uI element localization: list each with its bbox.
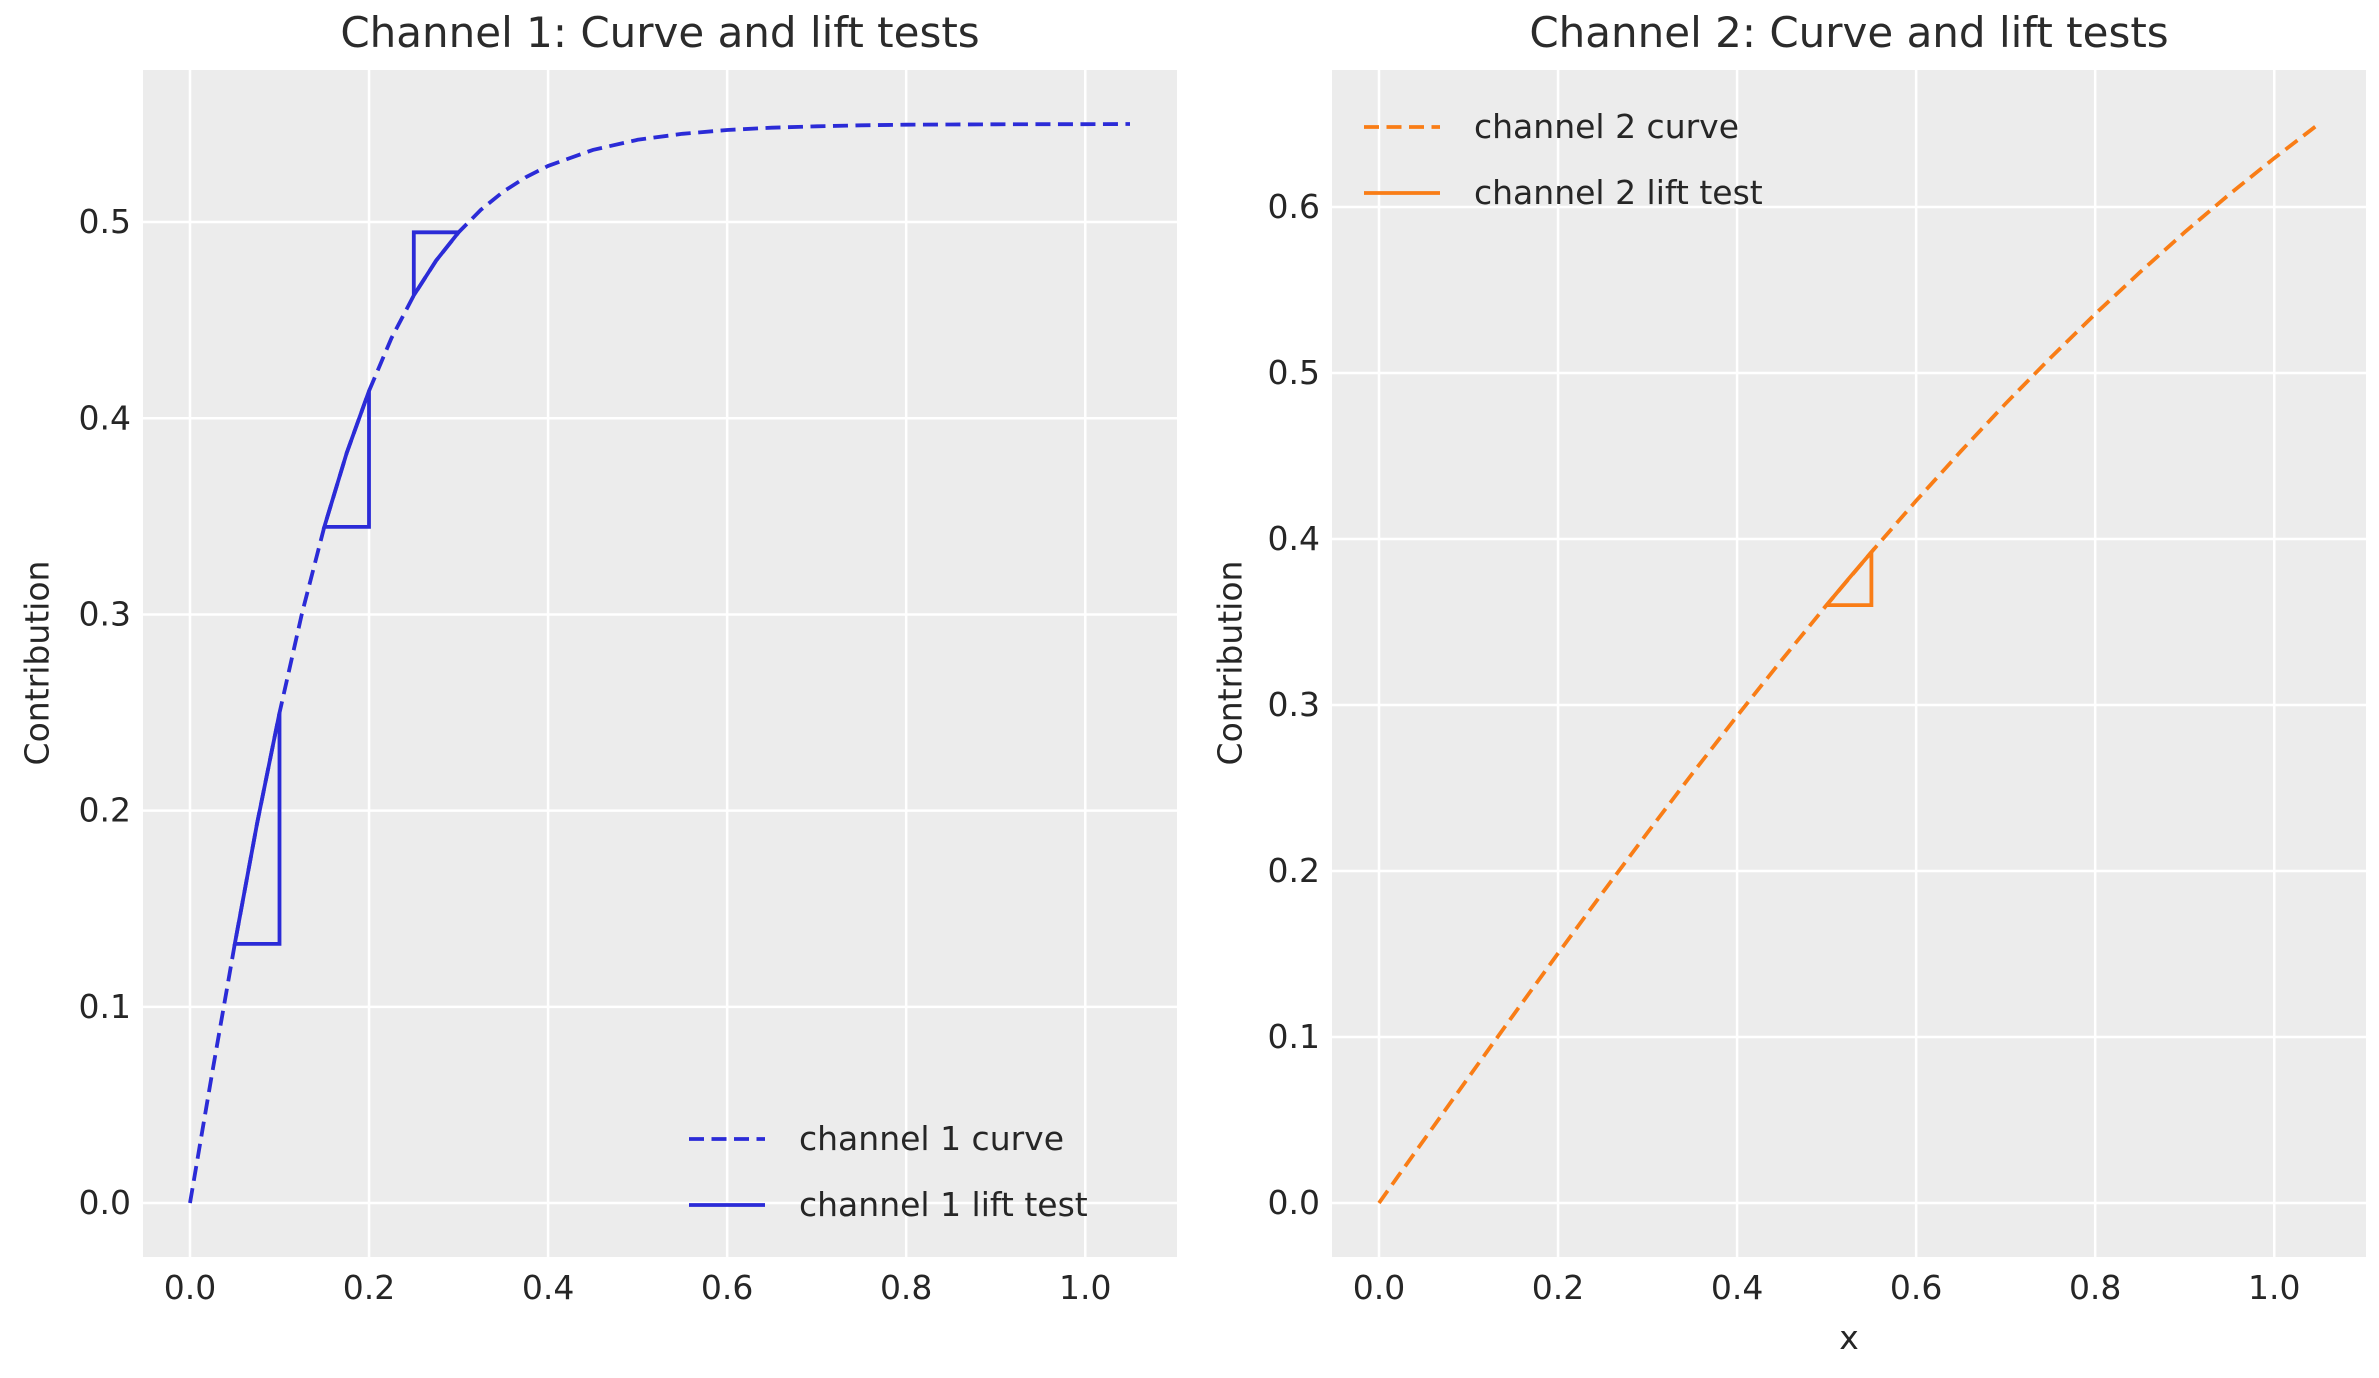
legend-label: channel 2 lift test <box>1474 173 1763 212</box>
x-tick-label: 0.8 <box>880 1268 932 1307</box>
x-tick-label: 1.0 <box>1059 1268 1111 1307</box>
x-tick-label: 0.6 <box>701 1268 753 1307</box>
y-tick-label: 0.6 <box>1268 187 1320 226</box>
y-tick-label: 0.3 <box>79 594 131 633</box>
y-tick-label: 0.0 <box>1268 1183 1320 1222</box>
x-tick-label: 1.0 <box>2248 1268 2300 1307</box>
y-tick-label: 0.5 <box>79 202 131 241</box>
x-tick-label: 0.2 <box>1532 1268 1584 1307</box>
x-tick-label: 0.4 <box>1711 1268 1763 1307</box>
curve-line <box>188 122 1131 1204</box>
lift-test-triangle <box>1822 546 1874 607</box>
chart1-ylabel: Contribution <box>17 560 57 766</box>
lift-test-triangle <box>232 712 282 946</box>
chart2-ylabel: Contribution <box>1210 560 1250 766</box>
y-tick-label: 0.1 <box>79 987 131 1026</box>
y-tick-label: 0.0 <box>79 1183 131 1222</box>
y-tick-label: 0.4 <box>79 398 131 437</box>
legend-label: channel 1 lift test <box>799 1185 1088 1224</box>
x-tick-label: 0.2 <box>343 1268 395 1307</box>
x-tick-label: 0.6 <box>1890 1268 1942 1307</box>
y-tick-label: 0.2 <box>79 791 131 830</box>
axes-background <box>143 70 1177 1257</box>
x-tick-label: 0.0 <box>164 1268 216 1307</box>
y-tick-label: 0.4 <box>1268 519 1320 558</box>
x-tick-label: 0.8 <box>2069 1268 2121 1307</box>
lift-test-triangle <box>411 230 463 302</box>
x-tick-label: 0.4 <box>522 1268 574 1307</box>
x-tick-label: 0.0 <box>1353 1268 1405 1307</box>
chart1-title: Channel 1: Curve and lift tests <box>340 8 980 57</box>
chart2-xlabel: x <box>1839 1318 1859 1357</box>
legend-label: channel 1 curve <box>799 1119 1064 1158</box>
chart2-title: Channel 2: Curve and lift tests <box>1529 8 2169 57</box>
y-tick-label: 0.3 <box>1268 685 1320 724</box>
y-tick-label: 0.1 <box>1268 1017 1320 1056</box>
axes-background <box>1332 70 2366 1257</box>
lift-test-triangle <box>321 390 371 529</box>
legend-label: channel 2 curve <box>1474 107 1739 146</box>
y-tick-label: 0.2 <box>1268 851 1320 890</box>
y-tick-label: 0.5 <box>1268 353 1320 392</box>
